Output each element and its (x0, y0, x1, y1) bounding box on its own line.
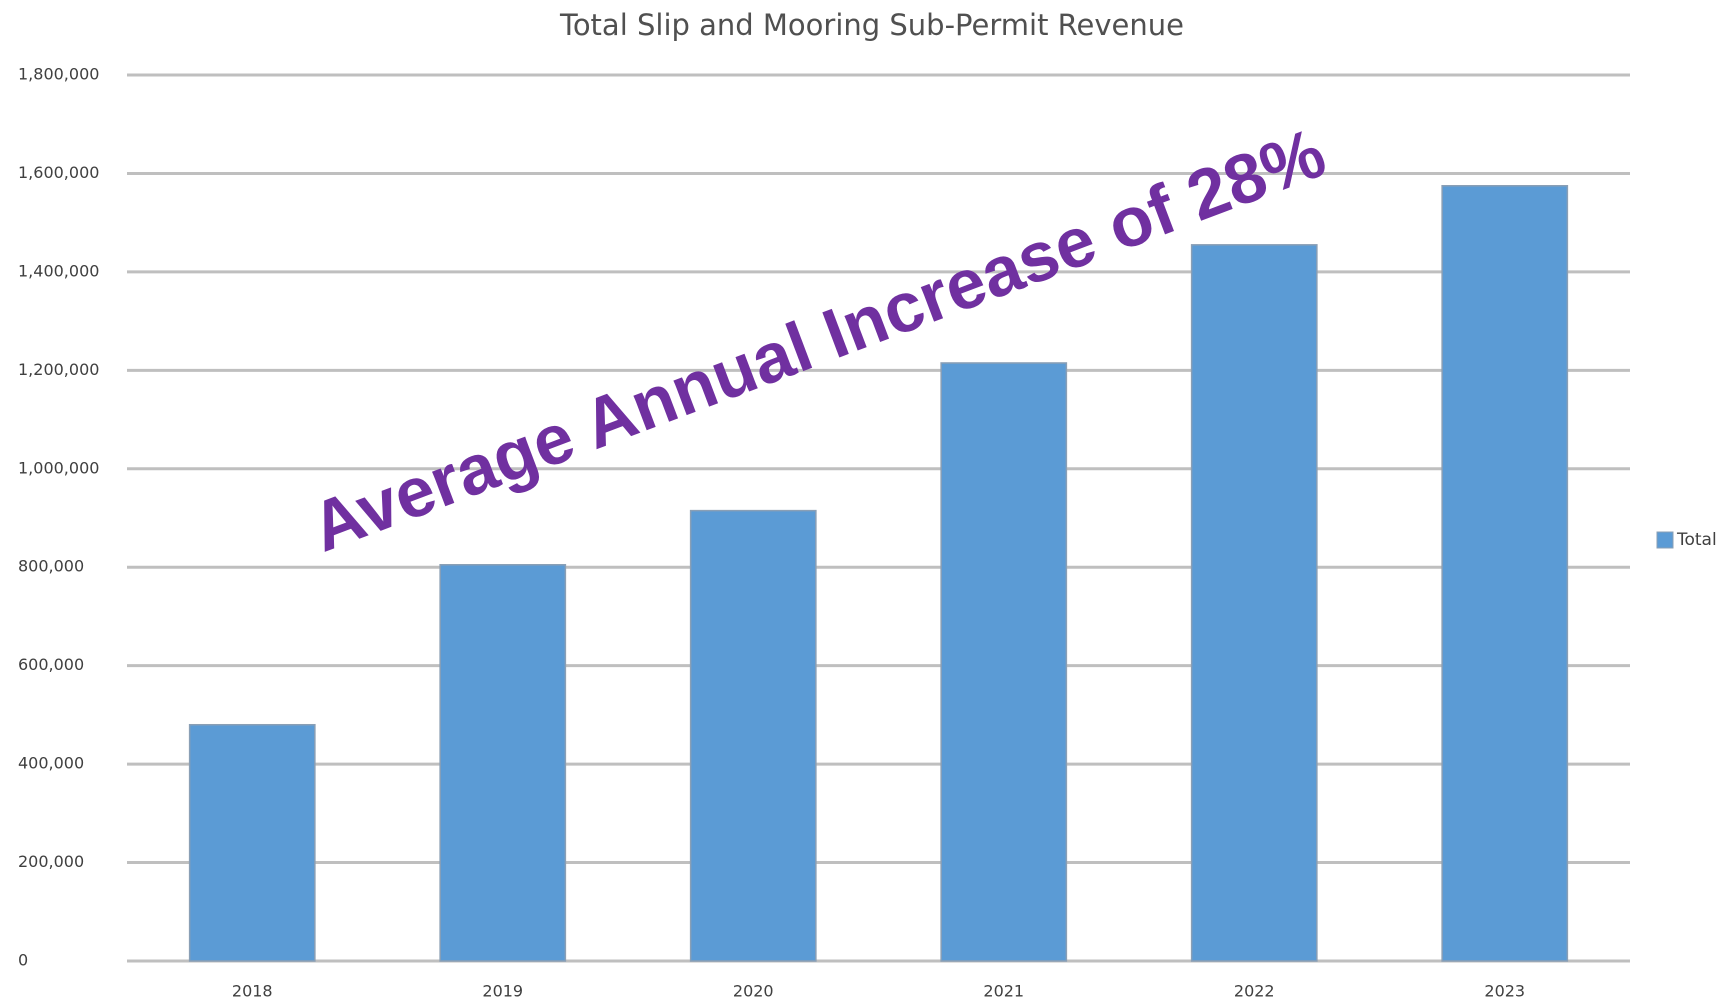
y-tick-label: 800,000 (18, 557, 84, 576)
x-tick-label: 2022 (1234, 982, 1275, 1001)
bar (188, 723, 316, 962)
legend-swatch (1656, 531, 1674, 549)
bar (1441, 185, 1569, 962)
x-tick-label: 2018 (232, 982, 273, 1001)
legend-label: Total (1676, 530, 1717, 550)
bar (1190, 244, 1318, 962)
y-tick-label: 400,000 (18, 754, 84, 773)
chart-title: Total Slip and Mooring Sub-Permit Revenu… (559, 8, 1184, 42)
y-tick-label: 1,200,000 (18, 360, 99, 379)
y-tick-label: 1,400,000 (18, 261, 99, 280)
annotation: Average Annual Increase of 28% (301, 113, 1335, 566)
x-tick-label: 2021 (983, 982, 1024, 1001)
y-tick-label: 1,000,000 (18, 458, 99, 477)
bar (940, 362, 1068, 962)
y-tick-label: 600,000 (18, 655, 84, 674)
y-tick-label: 0 (18, 951, 28, 970)
x-tick-label: 2019 (482, 982, 523, 1001)
x-tick-label: 2023 (1484, 982, 1525, 1001)
y-tick-label: 1,800,000 (18, 65, 99, 84)
bar (439, 564, 567, 962)
bar (689, 509, 817, 962)
y-tick-label: 1,600,000 (18, 163, 99, 182)
x-tick-label: 2020 (733, 982, 774, 1001)
y-tick-label: 200,000 (18, 852, 84, 871)
